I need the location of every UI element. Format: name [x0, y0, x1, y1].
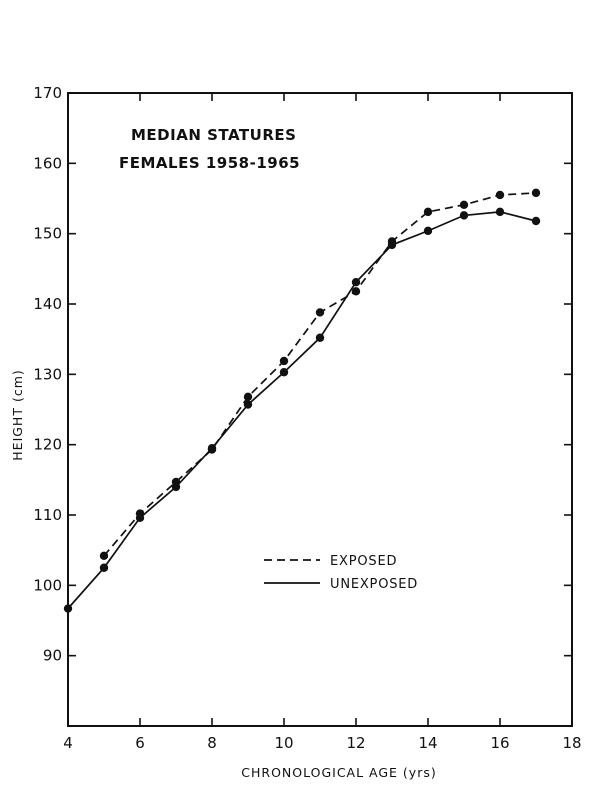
data-point-exposed — [244, 393, 252, 401]
data-point-unexposed — [532, 217, 540, 225]
data-point-unexposed — [64, 604, 72, 612]
x-tick-label: 6 — [135, 734, 145, 752]
series-exposed — [100, 189, 540, 560]
data-point-unexposed — [100, 564, 108, 572]
x-tick-label: 8 — [207, 734, 217, 752]
x-axis-title: CHRONOLOGICAL AGE (yrs) — [241, 765, 436, 780]
data-point-unexposed — [136, 514, 144, 522]
data-point-unexposed — [208, 444, 216, 452]
legend-label-exposed: EXPOSED — [330, 554, 397, 569]
data-point-exposed — [496, 191, 504, 199]
data-point-unexposed — [388, 241, 396, 249]
data-point-unexposed — [244, 400, 252, 408]
y-tick-label: 130 — [33, 365, 62, 383]
data-point-unexposed — [352, 278, 360, 286]
data-point-unexposed — [172, 483, 180, 491]
plot-frame — [68, 93, 572, 726]
data-point-unexposed — [280, 368, 288, 376]
y-tick-label: 90 — [43, 647, 62, 665]
y-tick-label: 150 — [33, 225, 62, 243]
y-tick-label: 170 — [33, 84, 62, 102]
data-point-exposed — [280, 357, 288, 365]
legend-label-unexposed: UNEXPOSED — [330, 577, 418, 592]
plot-axes — [68, 93, 572, 726]
data-point-exposed — [100, 552, 108, 560]
data-point-exposed — [352, 287, 360, 295]
x-tick-label: 18 — [562, 734, 581, 752]
y-tick-label: 110 — [33, 506, 62, 524]
y-axis-ticks: 90 100 110 120 130 140 150 160 170 — [33, 84, 572, 665]
legend: EXPOSED UNEXPOSED — [264, 554, 418, 592]
y-tick-label: 140 — [33, 295, 62, 313]
y-tick-label: 160 — [33, 154, 62, 172]
y-axis-title: HEIGHT (cm) — [10, 369, 25, 460]
x-tick-label: 12 — [346, 734, 365, 752]
series-line-exposed — [104, 193, 536, 556]
data-point-exposed — [532, 189, 540, 197]
x-tick-label: 16 — [490, 734, 509, 752]
x-tick-label: 14 — [418, 734, 437, 752]
series-layer — [64, 189, 540, 613]
data-point-exposed — [460, 201, 468, 209]
data-point-unexposed — [316, 334, 324, 342]
series-unexposed — [64, 208, 540, 613]
data-point-exposed — [424, 208, 432, 216]
chart-title-line-2: FEMALES 1958-1965 — [119, 154, 300, 172]
x-tick-label: 4 — [63, 734, 73, 752]
data-point-unexposed — [496, 208, 504, 216]
x-tick-label: 10 — [274, 734, 293, 752]
data-point-unexposed — [460, 211, 468, 219]
y-tick-label: 120 — [33, 436, 62, 454]
x-axis-ticks: 4 6 8 10 12 14 16 18 — [63, 93, 581, 752]
chart-title-line-1: MEDIAN STATURES — [131, 126, 296, 144]
data-point-exposed — [316, 308, 324, 316]
y-tick-label: 100 — [33, 576, 62, 594]
data-point-unexposed — [424, 227, 432, 235]
series-line-unexposed — [68, 212, 536, 609]
